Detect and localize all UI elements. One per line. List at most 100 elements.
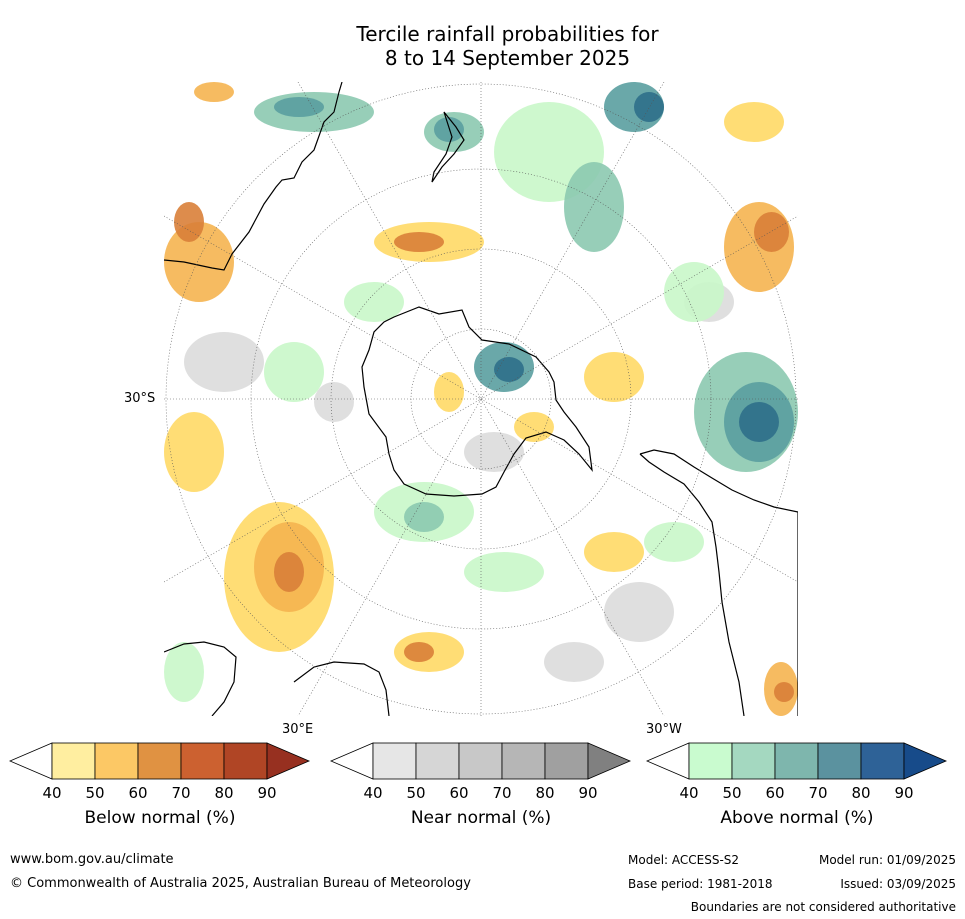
colorbar-tick-label: 50 <box>722 784 742 802</box>
colorbar-swatch <box>180 742 225 780</box>
antarctica-coast <box>361 306 593 497</box>
colorbar-arrow-low <box>9 742 53 780</box>
colorbar-tick-label: 80 <box>214 784 234 802</box>
colorbar-swatch <box>544 742 589 780</box>
australia-coast <box>164 82 343 271</box>
colorbar-tick-label: 90 <box>578 784 598 802</box>
probability-patch <box>184 332 264 392</box>
colorbar-swatch <box>774 742 819 780</box>
probability-patch <box>514 412 554 442</box>
probability-patch <box>394 232 444 252</box>
africa-coast <box>164 641 237 716</box>
probability-patch <box>274 97 324 117</box>
map-title-line1: Tercile rainfall probabilities for <box>356 22 659 46</box>
probability-patch <box>264 342 324 402</box>
footer-issued: Issued: 03/09/2025 <box>840 877 956 891</box>
footer-copyright: © Commonwealth of Australia 2025, Austra… <box>10 876 471 891</box>
probability-patch <box>724 102 784 142</box>
colorbar-above-normal <box>646 742 948 780</box>
probability-patch <box>584 352 644 402</box>
land-outlines <box>164 82 798 716</box>
probability-patch <box>164 222 234 302</box>
probability-patch <box>604 582 674 642</box>
lon-label-30e: 30°E <box>282 722 314 737</box>
probability-patch <box>164 642 204 702</box>
probability-patch <box>494 357 524 382</box>
colorbar-swatch <box>137 742 182 780</box>
colorbar-tick-label: 70 <box>171 784 191 802</box>
colorbar-below-normal <box>9 742 311 780</box>
madagascar-coast <box>293 661 390 716</box>
colorbar-swatch <box>860 742 905 780</box>
probability-patch <box>544 642 604 682</box>
colorbar-tick-label: 80 <box>851 784 871 802</box>
south-america-coast <box>639 449 798 716</box>
probability-patch <box>174 202 204 242</box>
probability-patch <box>664 262 724 322</box>
colorbar-arrow-low <box>646 742 690 780</box>
footer-model-run: Model run: 01/09/2025 <box>818 853 956 867</box>
probability-patch <box>274 552 304 592</box>
footer-model: Model: ACCESS-S2 <box>628 853 740 867</box>
probability-patch <box>774 682 794 702</box>
colorbar-tick-label: 90 <box>257 784 277 802</box>
colorbar-arrow-high <box>903 742 948 780</box>
colorbar-arrow-low <box>330 742 374 780</box>
colorbar-below-title: Below normal (%) <box>84 808 236 828</box>
colorbar-tick-label: 60 <box>449 784 469 802</box>
probability-patch <box>344 282 404 322</box>
probability-patch <box>404 502 444 532</box>
colorbar-near-normal <box>330 742 632 780</box>
probability-patch <box>194 82 234 102</box>
rainfall-probability-map <box>164 82 798 716</box>
probability-patch <box>739 402 779 442</box>
probability-patch <box>314 382 354 422</box>
colorbar-tick-label: 70 <box>492 784 512 802</box>
probability-patch <box>464 552 544 592</box>
colorbar-swatch <box>372 742 417 780</box>
probability-patch <box>724 202 794 292</box>
colorbar-near-title: Near normal (%) <box>410 808 552 828</box>
footer-url[interactable]: www.bom.gov.au/climate <box>10 852 174 867</box>
colorbar-swatch <box>94 742 139 780</box>
map-title-line2: 8 to 14 September 2025 <box>384 46 631 70</box>
colorbar-tick-label: 90 <box>894 784 914 802</box>
footer-disclaimer: Boundaries are not considered authoritat… <box>690 900 956 914</box>
colorbar-swatch <box>501 742 546 780</box>
colorbar-tick-label: 40 <box>42 784 62 802</box>
colorbar-swatch <box>817 742 862 780</box>
lon-label-30w: 30°W <box>646 722 682 737</box>
lat-label-30s: 30°S <box>124 391 156 406</box>
probability-patch <box>404 642 434 662</box>
colorbar-tick-label: 60 <box>765 784 785 802</box>
colorbar-tick-label: 40 <box>679 784 699 802</box>
probability-patch <box>434 372 464 412</box>
probability-patch <box>164 412 224 492</box>
colorbar-arrow-high <box>266 742 311 780</box>
colorbar-swatch <box>51 742 96 780</box>
colorbar-tick-label: 50 <box>85 784 105 802</box>
new-zealand-coast <box>431 111 465 183</box>
probability-patch <box>754 212 789 252</box>
graticule <box>164 82 798 716</box>
colorbar-swatch <box>688 742 733 780</box>
probability-patch <box>584 532 644 572</box>
colorbar-swatch <box>223 742 268 780</box>
colorbar-tick-label: 50 <box>406 784 426 802</box>
colorbar-above-title: Above normal (%) <box>720 808 874 828</box>
probability-patch <box>644 522 704 562</box>
colorbar-tick-label: 80 <box>535 784 555 802</box>
probability-fields <box>164 82 798 716</box>
colorbar-above-swatches <box>646 742 948 780</box>
colorbar-tick-label: 40 <box>363 784 383 802</box>
colorbar-near-swatches <box>330 742 632 780</box>
colorbar-tick-label: 60 <box>128 784 148 802</box>
colorbar-below-swatches <box>9 742 311 780</box>
colorbar-tick-label: 70 <box>808 784 828 802</box>
probability-patch <box>564 162 624 252</box>
colorbar-swatch <box>731 742 776 780</box>
colorbar-arrow-high <box>587 742 632 780</box>
footer-base-period: Base period: 1981-2018 <box>628 877 773 891</box>
probability-patch <box>634 92 664 122</box>
colorbar-swatch <box>415 742 460 780</box>
